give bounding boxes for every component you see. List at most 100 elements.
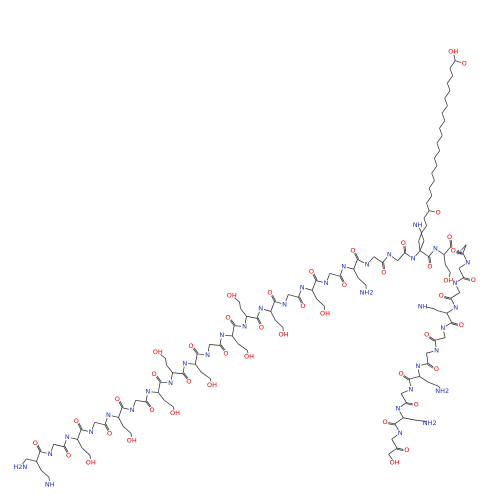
atom-label: N <box>258 305 263 313</box>
bond <box>439 120 446 129</box>
atom-label: O <box>115 395 120 403</box>
bond <box>419 240 425 251</box>
bond <box>239 301 241 309</box>
bond <box>444 90 451 99</box>
bond <box>36 461 42 471</box>
label-bg <box>257 305 265 313</box>
atom-label: O <box>401 239 406 247</box>
label-bg <box>104 411 112 419</box>
label-bg <box>469 276 477 284</box>
atom-label: O <box>434 365 439 373</box>
bond <box>439 128 443 136</box>
bond <box>270 311 276 321</box>
bond <box>428 188 433 196</box>
atom-label: O <box>189 342 194 350</box>
label-bg <box>452 304 460 312</box>
label-bg <box>222 349 230 357</box>
atom-label: N <box>219 331 224 339</box>
bond <box>426 353 429 364</box>
label-bg <box>449 48 457 56</box>
bond <box>419 250 429 257</box>
label-bg <box>432 365 440 373</box>
atom-label: O <box>107 430 112 438</box>
bond <box>418 240 421 251</box>
atom-label: N <box>182 359 187 367</box>
bond <box>441 105 448 114</box>
label-bg <box>266 289 274 297</box>
label-bg <box>438 387 446 395</box>
label-bg <box>321 309 329 317</box>
label-bg <box>460 60 468 68</box>
label-bg <box>218 331 226 339</box>
label-bg <box>150 370 158 378</box>
label-bg <box>307 268 315 276</box>
bond <box>462 244 467 254</box>
bond <box>449 60 456 69</box>
atom-label: N <box>300 284 305 292</box>
bond <box>373 256 383 263</box>
label-bg <box>444 276 452 284</box>
bond <box>431 165 438 174</box>
bond <box>394 417 404 425</box>
label-bg <box>396 429 404 437</box>
label-bg <box>439 324 447 332</box>
label-bg <box>281 300 289 308</box>
bond <box>77 429 82 440</box>
atom-label: N <box>440 324 445 332</box>
label-bg <box>434 209 442 217</box>
label-bg <box>208 381 216 389</box>
bond <box>164 400 174 408</box>
label-bg <box>280 331 288 339</box>
bond <box>358 277 367 286</box>
label-bg <box>340 262 348 270</box>
label-bg <box>437 292 445 300</box>
label-bg <box>385 251 393 259</box>
label-bg <box>391 458 399 466</box>
bond <box>135 399 146 403</box>
label-bg <box>414 221 422 229</box>
bond <box>436 143 440 151</box>
atom-label: N <box>48 450 53 458</box>
label-bg <box>464 259 472 267</box>
atom-label: O <box>223 349 228 357</box>
bond <box>413 419 425 422</box>
label-bg <box>241 323 249 331</box>
atom-label: O <box>33 439 38 447</box>
label-bg <box>381 418 389 426</box>
label-bg <box>72 417 80 425</box>
atom-label: OH <box>207 381 217 389</box>
label-bg <box>349 246 357 254</box>
bond <box>36 451 41 462</box>
atom-label: N <box>242 323 247 331</box>
bond <box>434 150 440 159</box>
bond <box>391 438 398 449</box>
bond <box>420 233 425 241</box>
atom-label: N <box>453 304 458 312</box>
bond <box>40 469 50 478</box>
bond <box>94 421 105 426</box>
bond <box>388 447 398 455</box>
label-bg <box>245 353 253 361</box>
label-bg <box>412 401 420 409</box>
bond <box>418 232 423 241</box>
atom-label: NH <box>45 480 55 488</box>
atom-label: N <box>398 429 403 437</box>
label-bg <box>46 480 54 488</box>
atom-label: O <box>381 269 386 277</box>
label-bg <box>407 385 415 393</box>
atom-label: O <box>424 331 429 339</box>
label-bg <box>403 446 411 454</box>
bond <box>433 158 438 166</box>
atom-label: O <box>226 314 231 322</box>
atom-label: H2N <box>13 463 27 471</box>
atom-label: N <box>89 428 94 436</box>
atom-label: OH <box>443 276 453 284</box>
label-bg <box>224 314 232 322</box>
atom-label: O <box>342 281 347 289</box>
atom-label: O <box>186 378 191 386</box>
bond <box>447 75 453 84</box>
label-bg <box>181 359 189 367</box>
atom-label: O <box>439 292 444 300</box>
label-bg <box>144 388 152 396</box>
